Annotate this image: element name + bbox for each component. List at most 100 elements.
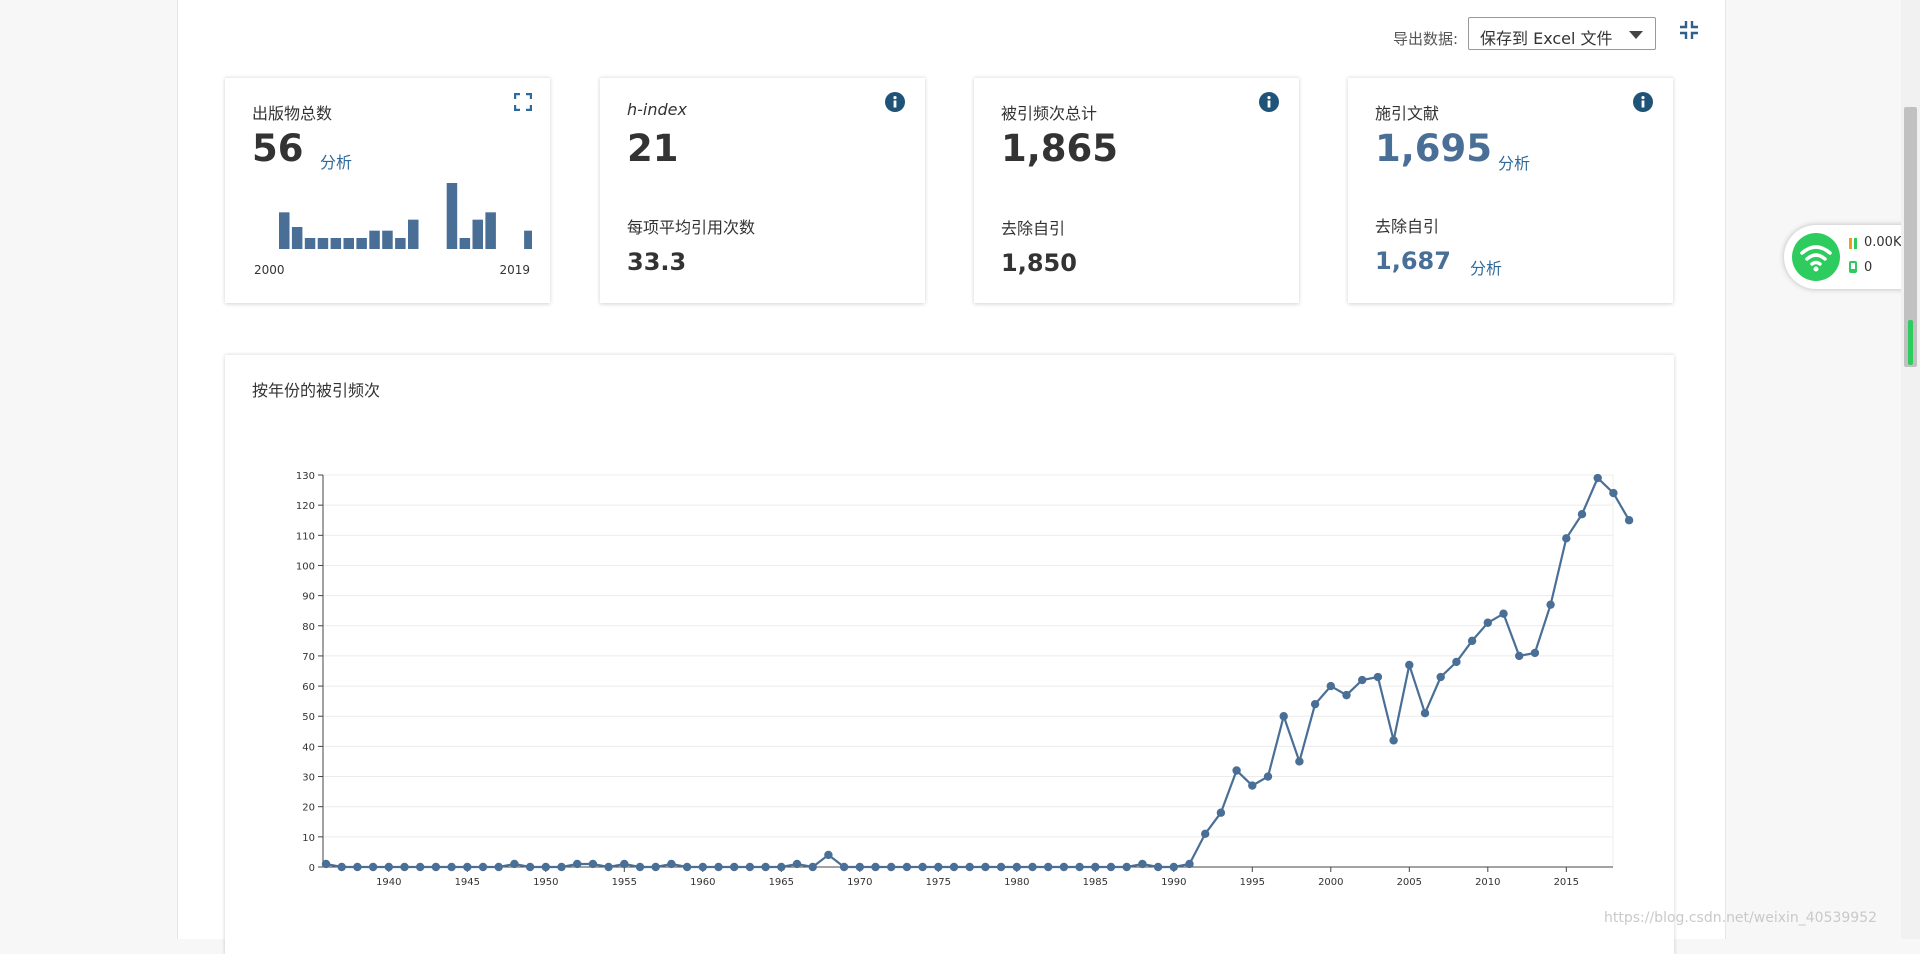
citation-point [839,862,849,872]
publication-bar [408,219,419,249]
citation-point [808,862,817,872]
citation-point [1279,712,1288,721]
analyze-citing-link[interactable]: 分析 [1498,154,1531,173]
total-publications-value: 56 [252,127,304,170]
network-speed-value: 0.00K/s [1864,235,1913,250]
wifi-icon [1792,233,1840,281]
citation-point [1138,859,1147,869]
citations-line [325,476,1631,869]
year-end-label: 2019 [499,263,530,277]
publication-bar [343,238,354,249]
without-self-citations-value: 1,850 [1001,249,1077,277]
x-tick-label: 1980 [1004,877,1029,888]
citation-point [855,862,864,872]
analyze-publications-link[interactable]: 分析 [320,153,353,172]
citation-point [714,862,723,872]
publication-bar [472,219,483,249]
citation-point [1153,862,1163,872]
citation-point [1185,859,1194,869]
citation-point [965,862,974,872]
citation-point [1358,675,1367,685]
citation-point [1389,736,1398,745]
citation-point [698,862,707,872]
citing-articles-value[interactable]: 1,695 [1375,127,1493,170]
chart-title: 按年份的被引频次 [252,381,381,400]
y-tick-label: 110 [296,531,315,542]
phone-icon [1849,261,1857,273]
y-tick-label: 130 [296,471,315,482]
citation-point [604,862,613,872]
scrollbar-thumb[interactable] [1904,107,1917,367]
x-tick-label: 1970 [847,877,872,888]
citation-point [1530,648,1540,658]
y-tick-label: 70 [302,652,315,663]
y-tick-label: 50 [302,712,315,723]
expand-icon[interactable] [514,93,532,111]
citation-point [1122,862,1131,872]
y-tick-label: 120 [296,501,315,512]
citation-point [1452,657,1461,667]
citation-point [494,862,503,872]
x-tick-label: 1945 [455,877,480,888]
x-tick-label: 1950 [533,877,558,888]
citation-point [871,862,880,872]
export-data-label: 导出数据: [1393,30,1459,48]
publications-per-year-chart: 2000 2019 [254,183,532,277]
info-icon[interactable] [885,92,905,112]
citations-per-year-card: 按年份的被引频次 0 10 20 30 40 50 60 70 80 90 100 110 120 130… [225,354,1674,954]
citation-point [1326,681,1336,691]
scroll-indicator [1908,320,1913,365]
export-select[interactable]: 保存到 Excel 文件 [1468,17,1656,50]
citation-point [981,862,990,872]
citation-point [541,862,550,872]
card-title: 被引频次总计 [1001,104,1098,123]
citation-point [761,862,770,872]
citation-point [1467,636,1477,646]
y-tick-label: 90 [302,592,315,603]
y-tick-label: 80 [302,622,315,633]
without-self-citations-label: 去除自引 [1375,217,1440,236]
network-count-value: 0 [1864,260,1873,275]
publication-bar [291,227,303,249]
citation-point [588,859,598,869]
analyze-citing-without-self-link[interactable]: 分析 [1470,259,1503,278]
upload-download-icon [1849,238,1857,249]
citation-point [1342,690,1351,700]
citation-point [745,862,755,872]
card-title: 施引文献 [1375,104,1440,123]
card-title: h-index [627,100,687,119]
without-self-citations-label: 去除自引 [1001,219,1066,238]
citing-without-self-value[interactable]: 1,687 [1375,247,1451,275]
citation-point [1436,672,1445,682]
citation-point [1373,672,1383,682]
citation-point [1169,862,1178,872]
citation-point [824,850,833,860]
watermark: https://blog.csdn.net/weixin_40539952 [1604,910,1878,926]
info-icon[interactable] [1259,92,1279,112]
publication-bar [330,238,342,249]
citation-point [1106,862,1116,872]
x-tick-label: 2010 [1475,877,1500,888]
citation-point [573,859,582,869]
citation-point [1624,516,1634,525]
card-total-publications: 出版物总数 56 分析 2000 2019 [225,77,550,303]
citation-point [918,862,927,872]
collapse-icon[interactable] [1679,20,1699,40]
page-scrollbar[interactable] [1901,0,1920,939]
average-citations-label: 每项平均引用次数 [627,218,756,237]
citation-point [949,862,959,872]
info-icon[interactable] [1633,92,1653,112]
chevron-down-icon [1629,31,1643,39]
network-speed-widget[interactable]: 0.00K/s 0 [1784,225,1920,289]
citation-point [337,862,346,872]
citation-point [416,862,425,872]
x-tick-label: 1965 [769,877,794,888]
publication-bar [485,212,496,249]
times-cited-value: 1,865 [1001,127,1119,170]
y-tick-label: 10 [302,833,315,844]
card-times-cited: 被引频次总计 1,865 去除自引 1,850 [974,77,1299,303]
citation-point [1075,862,1084,872]
card-h-index: h-index 21 每项平均引用次数 33.3 [600,77,925,303]
citation-point [996,862,1006,872]
publication-bar [304,238,316,249]
